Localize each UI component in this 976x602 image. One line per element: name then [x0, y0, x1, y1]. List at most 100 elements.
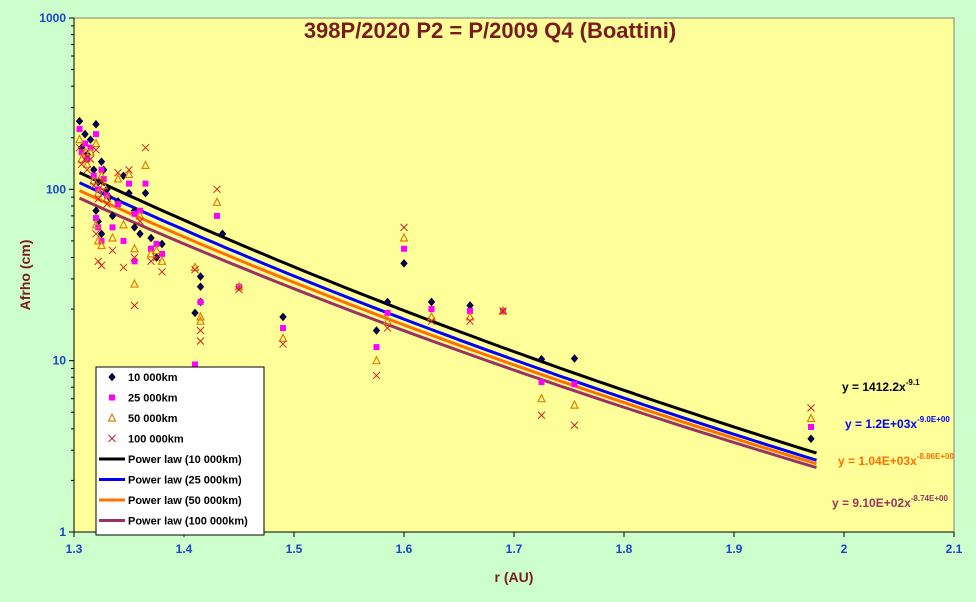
data-point	[92, 229, 100, 238]
x-tick-label: 1.9	[726, 542, 743, 556]
data-point	[570, 354, 579, 363]
x-marker-stroke	[114, 168, 122, 177]
data-point	[372, 371, 381, 380]
data-point	[97, 229, 106, 239]
data-point	[808, 424, 814, 431]
data-point	[428, 306, 435, 313]
data-point	[82, 140, 88, 147]
data-point	[82, 158, 92, 168]
data-point	[130, 243, 139, 253]
data-point	[89, 181, 98, 190]
legend-box	[95, 366, 265, 536]
data-point	[196, 282, 205, 292]
data-point	[94, 257, 103, 266]
y-tick-label: 1	[59, 525, 66, 539]
x-marker-stroke	[75, 143, 84, 152]
x-marker-stroke	[235, 285, 243, 294]
legend: 10 000km 25 000km 50 000km 100 000km Power l…	[95, 366, 265, 536]
x-marker-stroke	[141, 143, 150, 152]
x-marker-stroke	[108, 434, 116, 443]
data-point	[119, 263, 128, 272]
data-point	[158, 267, 166, 276]
data-point	[384, 309, 391, 316]
data-point	[94, 194, 103, 203]
data-point	[280, 325, 286, 332]
x-marker-stroke	[89, 181, 98, 190]
data-point	[76, 125, 83, 132]
data-point	[92, 119, 100, 129]
data-point	[196, 315, 205, 325]
chart-title: 398P/2020 P2 = P/2009 Q4 (Boattini)	[304, 18, 676, 43]
data-point	[427, 297, 436, 307]
x-marker-stroke	[570, 421, 579, 430]
data-point	[130, 278, 139, 288]
fit-equation: y = 9.10E+02x-8.74E+00	[832, 494, 948, 510]
x-marker-stroke	[152, 253, 161, 262]
x-marker-stroke	[400, 223, 408, 232]
data-point	[108, 211, 117, 221]
data-point	[92, 206, 100, 216]
data-point	[152, 245, 161, 255]
x-tick-label: 2.1	[946, 542, 963, 556]
fit-lines	[78, 171, 817, 470]
data-point	[125, 188, 133, 198]
data-point	[131, 210, 138, 217]
data-point	[81, 155, 89, 164]
x-marker-stroke	[158, 267, 166, 276]
x-tick-label: 1.5	[286, 542, 303, 556]
x-marker-stroke	[86, 155, 95, 164]
data-point	[142, 180, 149, 187]
data-point	[196, 337, 205, 345]
data-point	[75, 116, 84, 126]
x-marker-stroke	[466, 317, 474, 326]
data-point	[124, 169, 134, 179]
x-marker-stroke	[108, 246, 117, 255]
x-marker-stroke	[499, 307, 507, 315]
data-point	[499, 307, 507, 315]
x-marker-stroke	[136, 217, 144, 226]
data-point	[157, 255, 167, 265]
data-point	[98, 166, 105, 173]
data-point	[279, 312, 287, 322]
x-tick-label: 1.4	[176, 542, 193, 556]
legend-label: Power law (100 000km)	[128, 516, 248, 528]
data-point	[86, 135, 95, 144]
data-point	[125, 165, 133, 174]
equation-text: y = 1.04E+03x	[838, 454, 917, 468]
x-marker-stroke	[99, 186, 108, 195]
data-point	[93, 215, 99, 222]
x-tick-label: 1.6	[396, 542, 413, 556]
data-point	[130, 223, 139, 232]
data-point	[99, 180, 109, 190]
data-point	[115, 201, 121, 208]
x-marker-stroke	[97, 177, 106, 185]
x-marker-stroke	[196, 337, 205, 345]
data-point	[108, 232, 117, 242]
data-point	[279, 340, 287, 348]
data-point	[135, 210, 145, 220]
data-point	[153, 240, 160, 247]
legend-label: 50 000km	[128, 413, 178, 425]
equation-exponent: -9.1	[906, 378, 920, 387]
data-point	[538, 379, 545, 386]
fit-line	[78, 196, 817, 470]
data-point	[91, 138, 101, 148]
data-point	[108, 246, 117, 255]
x-marker-stroke	[372, 371, 381, 380]
data-point	[196, 326, 205, 335]
legend-label: 25 000km	[128, 393, 178, 405]
data-point	[159, 250, 165, 257]
x-marker-stroke	[213, 185, 221, 194]
data-point	[109, 224, 116, 231]
data-point	[190, 262, 200, 272]
data-point	[91, 219, 101, 229]
data-point	[152, 253, 161, 262]
data-point	[278, 332, 288, 342]
data-point	[92, 145, 100, 154]
legend-swatch	[109, 394, 115, 401]
x-marker-stroke	[92, 229, 100, 238]
legend-label: 10 000km	[128, 372, 178, 384]
data-point	[537, 411, 546, 420]
data-point	[136, 217, 144, 226]
data-point	[427, 311, 436, 321]
